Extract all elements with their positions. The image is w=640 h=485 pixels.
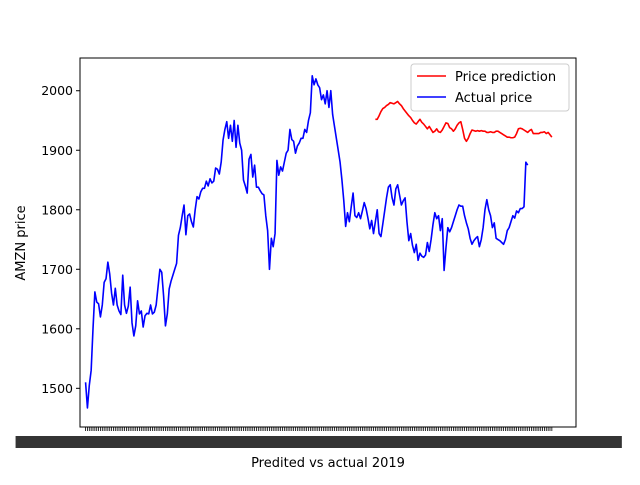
x-axis-tick-labels bbox=[15, 436, 622, 448]
y-axis-label: AMZN price bbox=[14, 205, 29, 280]
y-tick-label: 1600 bbox=[41, 321, 73, 336]
y-tick-label: 1700 bbox=[41, 262, 73, 277]
y-tick-label: 1800 bbox=[41, 202, 73, 217]
series-layer bbox=[84, 75, 553, 409]
y-tick-label: 1900 bbox=[41, 143, 73, 158]
x-axis-ticks bbox=[85, 427, 553, 431]
y-tick-label: 2000 bbox=[41, 83, 73, 98]
series-line-price-prediction bbox=[375, 100, 553, 143]
plot-frame bbox=[79, 57, 577, 428]
legend-label-price-prediction: Price prediction bbox=[455, 70, 556, 85]
x-tick-labels-overlap bbox=[15, 436, 622, 448]
series-line-actual-price bbox=[84, 75, 529, 409]
legend-box bbox=[410, 63, 570, 112]
legend-label-actual-price: Actual price bbox=[455, 91, 532, 106]
legend: Price prediction Actual price bbox=[410, 63, 570, 112]
y-tick-label: 1500 bbox=[41, 381, 73, 396]
y-axis-ticks: 1500 1600 1700 1800 1900 2000 bbox=[41, 83, 80, 396]
x-axis-label: Predited vs actual 2019 bbox=[251, 456, 405, 471]
